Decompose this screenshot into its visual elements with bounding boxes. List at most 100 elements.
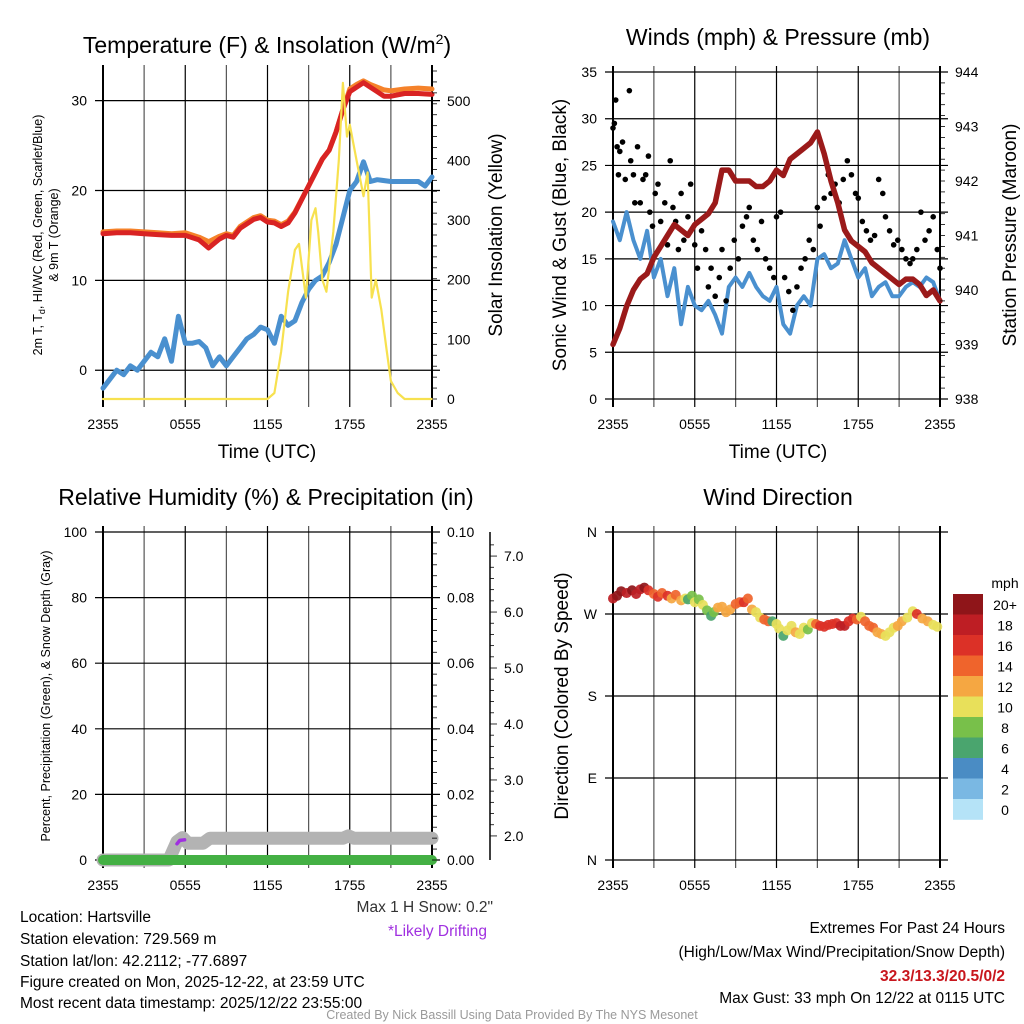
y-tick-label: S: [588, 688, 597, 704]
gust-point: [871, 232, 878, 239]
gust-point: [909, 256, 916, 262]
x-tick-label: 2355: [87, 877, 118, 893]
gust-point: [903, 256, 909, 262]
y-tick-label: W: [584, 606, 598, 622]
y2-tick-label: 100: [447, 331, 471, 347]
temp-panel-title: Temperature (F) & Insolation (W/m2): [83, 31, 451, 58]
gust-point: [762, 256, 769, 262]
gust-point: [844, 157, 851, 164]
direction-point: [932, 621, 943, 632]
direction-point: [774, 623, 785, 634]
x-tick-label: 1155: [252, 416, 282, 432]
y2-tick-label: 400: [447, 152, 471, 168]
y-tick-label: 0: [589, 391, 597, 407]
gust-point: [814, 204, 821, 211]
colorbar-label: 10: [997, 700, 1013, 716]
y2-tick-label: 944: [955, 64, 979, 80]
right-axis-2: 0.00 0.02 0.04 0.06 0.08 0.10: [432, 524, 474, 868]
y-tick-label: 40: [71, 721, 87, 737]
gust-point: [894, 237, 901, 243]
colorbar-swatch: [953, 799, 983, 820]
series-likely-drifting: [175, 838, 187, 846]
gust-point: [914, 246, 920, 253]
y-tick-label: 30: [581, 111, 597, 127]
y-tick-label: 30: [71, 93, 87, 109]
gust-point: [664, 242, 671, 248]
colorbar-label: 12: [997, 679, 1013, 695]
y-tick-label: 20: [71, 786, 87, 802]
gust-point: [632, 200, 638, 206]
y-tick-label: 5: [589, 344, 597, 360]
recent-data-text: Most recent data timestamp: 2025/12/22 2…: [20, 995, 362, 1012]
x-tick-label: 2355: [597, 416, 628, 432]
speed-colorbar: 20+ 18 16 14 12 10 8 6 4 2 0: [953, 594, 1017, 820]
gust-point: [777, 209, 784, 215]
gust-point: [705, 284, 712, 290]
snow-tick-label: 4.0: [504, 716, 524, 732]
latlon-text: Station lat/lon: 42.2112; -77.6897: [20, 953, 247, 970]
y2-tick-label: 939: [955, 337, 979, 353]
y2-tick-label: 500: [447, 93, 471, 109]
gust-point: [798, 265, 804, 272]
y-tick-label: E: [588, 770, 597, 786]
wind-xlabel: Time (UTC): [729, 442, 828, 463]
y-tick-label: 25: [581, 157, 597, 173]
gust-point: [806, 237, 812, 243]
wind-ylabel: Sonic Wind & Gust (Blue, Black): [550, 99, 571, 371]
gust-point: [630, 171, 637, 178]
gust-point: [634, 143, 641, 150]
x-tick-label: 2355: [924, 877, 955, 893]
y2-tick-label: 938: [955, 391, 979, 407]
x-tick-label: 1155: [761, 416, 791, 432]
gust-point: [698, 228, 705, 234]
gust-point: [930, 214, 936, 220]
x-tick-label: 0555: [170, 416, 201, 432]
panel-2: 0 20 40 60 80 100 2355 0555 1155 1755 2355: [64, 524, 448, 893]
colorbar-swatch: [953, 655, 983, 677]
gust-point: [926, 228, 932, 234]
temp-ylabel-line2: & 9m T (Orange): [47, 188, 61, 281]
y2-tick-label: 943: [955, 119, 979, 135]
colorbar-swatch: [953, 635, 983, 656]
colorbar-swatch: [953, 696, 983, 718]
extremes-values: 32.3/13.3/20.5/0/2: [880, 968, 1005, 985]
gust-point: [642, 171, 649, 178]
y2-tick-label: 300: [447, 212, 471, 228]
y-tick-label: 0: [79, 852, 87, 868]
panel-1: 0 5 10 15 20 25 30 35 2355 0555 1155 1755 2355: [581, 64, 955, 432]
y2-tick-label: 942: [955, 173, 979, 189]
series-2m-t: [100, 80, 435, 251]
series-solar-insolation: [101, 81, 434, 401]
figure-created-text: Figure created on Mon, 2025-12-22, at 23…: [20, 974, 365, 991]
gust-point: [922, 237, 928, 243]
colorbar-swatch: [953, 737, 983, 759]
x-tick-label: 1755: [334, 416, 365, 432]
x-tick-label: 1755: [334, 877, 365, 893]
direction-ylabel: Direction (Colored By Speed): [552, 572, 573, 819]
gust-point: [694, 265, 701, 272]
gust-point: [781, 274, 788, 281]
colorbar-label: 18: [997, 618, 1013, 634]
gust-point: [727, 265, 733, 272]
gust-point: [617, 148, 623, 155]
gust-point: [612, 97, 619, 103]
y2-tick-label: 0.08: [447, 590, 474, 606]
x-tick-label: 2355: [416, 416, 447, 432]
gust-point: [627, 157, 634, 164]
gust-point: [899, 246, 905, 253]
gust-point: [735, 256, 742, 262]
gust-point: [790, 307, 796, 314]
colorbar-label: 14: [997, 659, 1013, 675]
panel-0: 0 10 20 30 2355 0555 1155 1755 2355: [71, 65, 448, 432]
gust-point: [852, 190, 859, 197]
gust-point: [750, 237, 757, 243]
colorbar-label: 4: [1001, 761, 1009, 777]
y-tick-label: 20: [71, 183, 87, 199]
extremes-info: Extremes For Past 24 Hours (High/Low/Max…: [679, 920, 1006, 1007]
x-tick-label: 0555: [679, 416, 710, 432]
colorbar-swatch: [953, 676, 983, 697]
gust-point: [794, 284, 800, 290]
